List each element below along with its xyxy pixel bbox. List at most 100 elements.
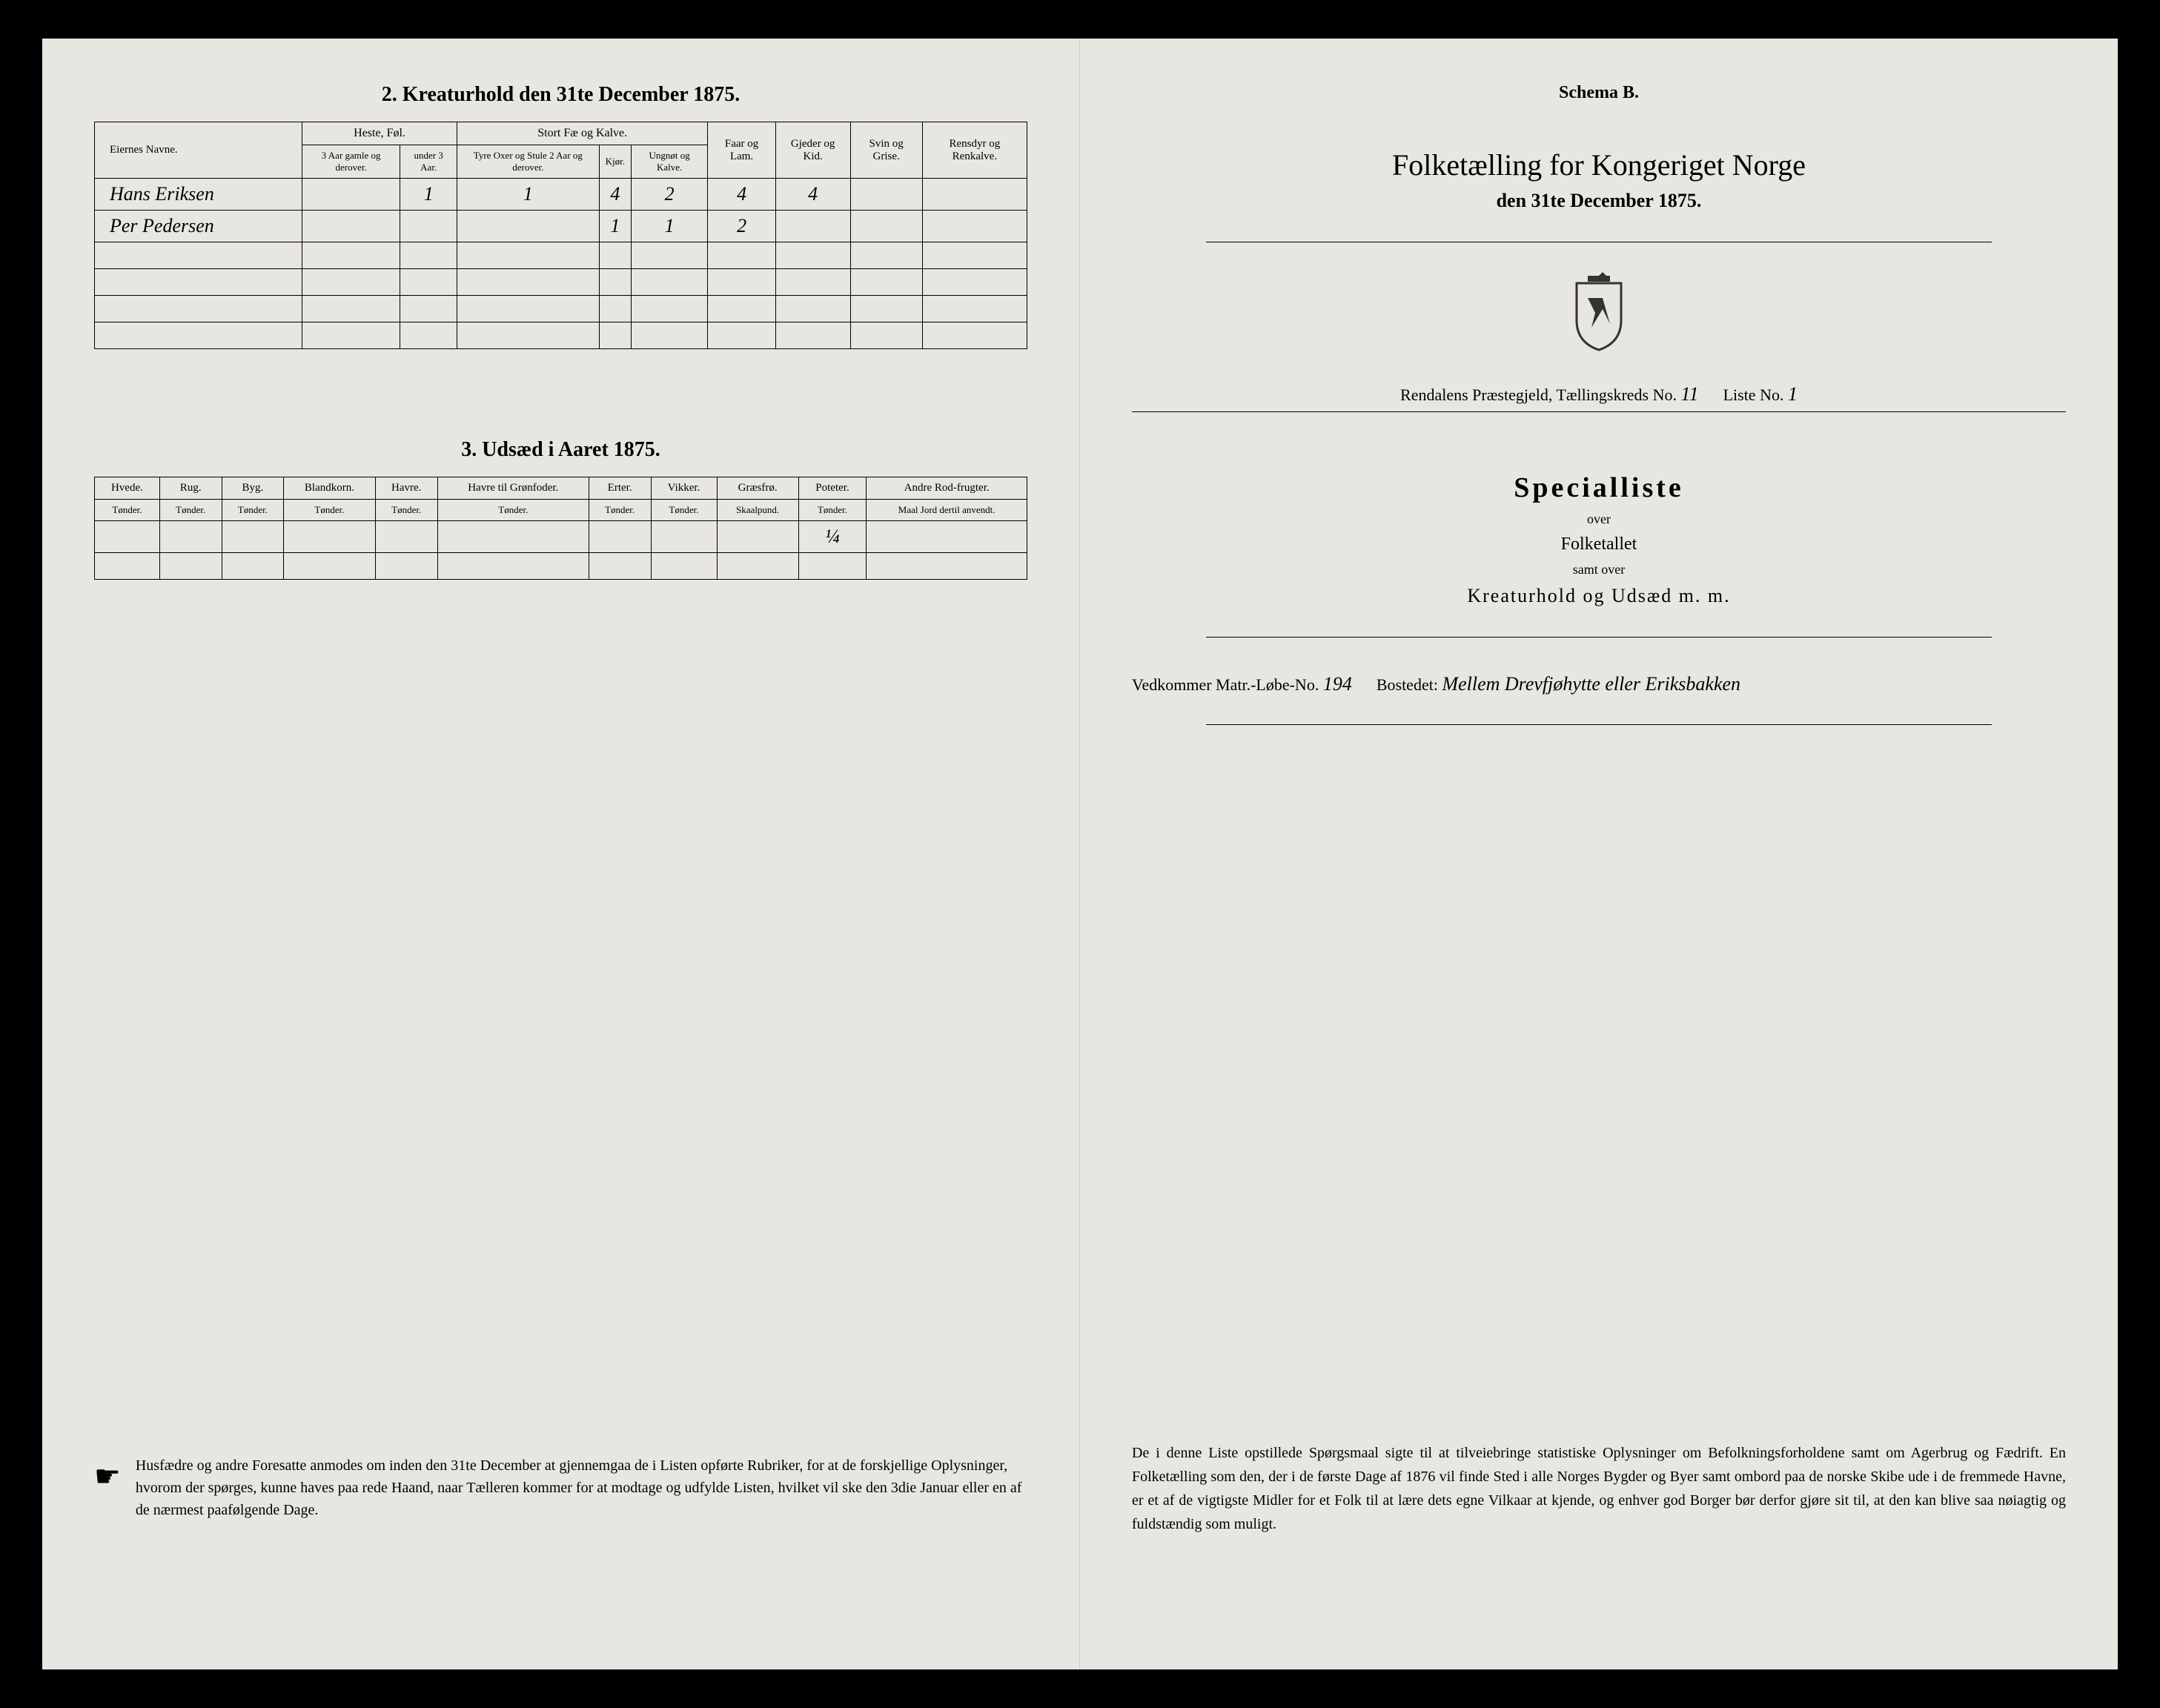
seed-section: 3. Udsæd i Aaret 1875. Hvede. Rug. Byg. … <box>94 438 1027 580</box>
bottom-paragraph: De i denne Liste opstillede Spørgsmaal s… <box>1132 1441 2066 1536</box>
cell <box>922 211 1027 242</box>
col-hvede: Hvede. <box>95 477 160 500</box>
schema-label: Schema B. <box>1132 83 2066 103</box>
table-row: ¼ <box>95 521 1027 553</box>
section2-title: 2. Kreaturhold den 31te December 1875. <box>94 83 1027 107</box>
col-blandkorn: Blandkorn. <box>284 477 375 500</box>
cell: 1 <box>400 179 457 211</box>
col-cattle-sub1: Tyre Oxer og Stule 2 Aar og derover. <box>457 145 600 179</box>
samt-label: samt over <box>1132 562 2066 577</box>
over-label: over <box>1132 512 2066 527</box>
col-reindeer: Rensdyr og Renkalve. <box>922 122 1027 179</box>
liste-label: Liste No. <box>1723 385 1784 404</box>
cell: 4 <box>599 179 631 211</box>
col-poteter: Poteter. <box>798 477 867 500</box>
matr-line: Vedkommer Matr.-Løbe-No. 194 Bostedet: M… <box>1132 667 2066 702</box>
col-sheep: Faar og Lam. <box>708 122 775 179</box>
seed-header-sub: Tønder. Tønder. Tønder. Tønder. Tønder. … <box>95 500 1027 521</box>
col-pigs: Svin og Grise. <box>850 122 922 179</box>
col-byg: Byg. <box>222 477 284 500</box>
cell <box>400 211 457 242</box>
mid-rule <box>1206 637 1992 638</box>
cell <box>850 211 922 242</box>
cell: 2 <box>632 179 708 211</box>
col-havre: Havre. <box>375 477 437 500</box>
cell <box>850 179 922 211</box>
owner-name: Per Pedersen <box>95 211 302 242</box>
livestock-section: 2. Kreaturhold den 31te December 1875. E… <box>94 83 1027 349</box>
col-havre-gron: Havre til Grønfoder. <box>437 477 589 500</box>
cell: 1 <box>632 211 708 242</box>
district-label: Rendalens Præstegjeld, Tællingskreds No. <box>1400 385 1677 404</box>
col-rug: Rug. <box>159 477 222 500</box>
cell <box>302 211 400 242</box>
bostedet-label: Bostedet: <box>1376 675 1438 694</box>
livestock-body: Hans Eriksen 1 1 4 2 4 4 Per Pedersen <box>95 179 1027 349</box>
col-vikker: Vikker. <box>651 477 717 500</box>
sub: Tønder. <box>798 500 867 521</box>
sub: Tønder. <box>437 500 589 521</box>
date-subtitle: den 31te December 1875. <box>1132 190 2066 212</box>
cell: 2 <box>708 211 775 242</box>
table-row <box>95 269 1027 296</box>
col-graesfro: Græsfrø. <box>717 477 798 500</box>
cell <box>302 179 400 211</box>
folketallet-label: Folketallet <box>1132 534 2066 555</box>
matr-no: 194 <box>1323 673 1352 695</box>
document-spread: 2. Kreaturhold den 31te December 1875. E… <box>42 39 2118 1669</box>
matr-rule <box>1206 724 1992 725</box>
col-horses-sub1: 3 Aar gamle og derover. <box>302 145 400 179</box>
poteter-value: ¼ <box>798 521 867 553</box>
table-row: Per Pedersen 1 1 2 <box>95 211 1027 242</box>
col-horses-sub2: under 3 Aar. <box>400 145 457 179</box>
col-goats: Gjeder og Kid. <box>775 122 850 179</box>
col-cattle-sub3: Ungnøt og Kalve. <box>632 145 708 179</box>
sub: Tønder. <box>222 500 284 521</box>
table-row <box>95 296 1027 322</box>
right-page: Schema B. Folketælling for Kongeriget No… <box>1080 39 2118 1669</box>
sub: Maal Jord dertil anvendt. <box>867 500 1027 521</box>
col-cattle: Stort Fæ og Kalve. <box>457 122 708 145</box>
livestock-table: Eiernes Navne. Heste, Føl. Stort Fæ og K… <box>94 122 1027 349</box>
table-row <box>95 322 1027 349</box>
section3-title: 3. Udsæd i Aaret 1875. <box>94 438 1027 462</box>
kreatur-label: Kreaturhold og Udsæd m. m. <box>1132 585 2066 607</box>
col-andre: Andre Rod-frugter. <box>867 477 1027 500</box>
owner-name: Hans Eriksen <box>95 179 302 211</box>
cell <box>457 211 600 242</box>
left-page: 2. Kreaturhold den 31te December 1875. E… <box>42 39 1080 1669</box>
sub: Skaalpund. <box>717 500 798 521</box>
district-line: Rendalens Præstegjeld, Tællingskreds No.… <box>1132 383 2066 412</box>
cell: 4 <box>775 179 850 211</box>
district-no: 11 <box>1681 383 1699 405</box>
seed-table: Hvede. Rug. Byg. Blandkorn. Havre. Havre… <box>94 477 1027 580</box>
col-cattle-sub2: Kjør. <box>599 145 631 179</box>
cell: 1 <box>457 179 600 211</box>
cell: 1 <box>599 211 631 242</box>
cell: 4 <box>708 179 775 211</box>
cell <box>775 211 850 242</box>
sub: Tønder. <box>375 500 437 521</box>
sub: Tønder. <box>589 500 651 521</box>
sub: Tønder. <box>95 500 160 521</box>
seed-header-top: Hvede. Rug. Byg. Blandkorn. Havre. Havre… <box>95 477 1027 500</box>
footer-note: ☛ Husfædre og andre Foresatte anmodes om… <box>94 1454 1027 1521</box>
sub: Tønder. <box>284 500 375 521</box>
main-title: Folketælling for Kongeriget Norge <box>1132 148 2066 182</box>
pointing-hand-icon: ☛ <box>94 1454 121 1521</box>
cell <box>922 179 1027 211</box>
sub: Tønder. <box>651 500 717 521</box>
footer-text: Husfædre og andre Foresatte anmodes om i… <box>136 1454 1027 1521</box>
specialliste-title: Specialliste <box>1132 471 2066 504</box>
matr-label: Vedkommer Matr.-Løbe-No. <box>1132 675 1319 694</box>
table-row: Hans Eriksen 1 1 4 2 4 4 <box>95 179 1027 211</box>
col-names: Eiernes Navne. <box>95 122 302 179</box>
liste-no: 1 <box>1788 383 1798 405</box>
col-erter: Erter. <box>589 477 651 500</box>
coat-of-arms-icon <box>1562 272 1636 354</box>
table-row <box>95 242 1027 269</box>
sub: Tønder. <box>159 500 222 521</box>
col-horses: Heste, Føl. <box>302 122 457 145</box>
table-row <box>95 553 1027 580</box>
bostedet-value: Mellem Drevfjøhytte eller Eriksbakken <box>1442 673 1740 695</box>
